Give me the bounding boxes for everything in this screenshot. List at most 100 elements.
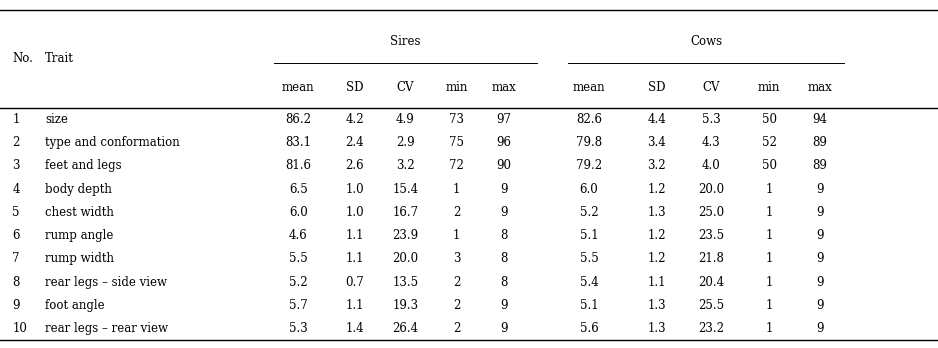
Text: 1: 1 bbox=[765, 276, 773, 289]
Text: 1.4: 1.4 bbox=[345, 322, 364, 335]
Text: 1.3: 1.3 bbox=[647, 206, 666, 219]
Text: 79.2: 79.2 bbox=[576, 159, 602, 173]
Text: 1.2: 1.2 bbox=[647, 229, 666, 242]
Text: 1: 1 bbox=[453, 229, 461, 242]
Text: 5.4: 5.4 bbox=[580, 276, 598, 289]
Text: 9: 9 bbox=[500, 299, 507, 312]
Text: 82.6: 82.6 bbox=[576, 113, 602, 126]
Text: 9: 9 bbox=[500, 183, 507, 196]
Text: 15.4: 15.4 bbox=[392, 183, 418, 196]
Text: 23.2: 23.2 bbox=[698, 322, 724, 335]
Text: 3: 3 bbox=[12, 159, 20, 173]
Text: 2: 2 bbox=[453, 322, 461, 335]
Text: 6: 6 bbox=[12, 229, 20, 242]
Text: 83.1: 83.1 bbox=[285, 136, 311, 149]
Text: 2: 2 bbox=[453, 276, 461, 289]
Text: 25.0: 25.0 bbox=[698, 206, 724, 219]
Text: 1.1: 1.1 bbox=[345, 229, 364, 242]
Text: 9: 9 bbox=[12, 299, 20, 312]
Text: 50: 50 bbox=[762, 113, 777, 126]
Text: 5.2: 5.2 bbox=[289, 276, 308, 289]
Text: 1.1: 1.1 bbox=[345, 299, 364, 312]
Text: 20.0: 20.0 bbox=[698, 183, 724, 196]
Text: foot angle: foot angle bbox=[45, 299, 105, 312]
Text: 9: 9 bbox=[500, 322, 507, 335]
Text: 5: 5 bbox=[12, 206, 20, 219]
Text: 26.4: 26.4 bbox=[392, 322, 418, 335]
Text: min: min bbox=[758, 81, 780, 94]
Text: 5.5: 5.5 bbox=[289, 253, 308, 266]
Text: 1: 1 bbox=[765, 299, 773, 312]
Text: 2: 2 bbox=[453, 206, 461, 219]
Text: 52: 52 bbox=[762, 136, 777, 149]
Text: 1.1: 1.1 bbox=[647, 276, 666, 289]
Text: 8: 8 bbox=[500, 276, 507, 289]
Text: 6.0: 6.0 bbox=[580, 183, 598, 196]
Text: 73: 73 bbox=[449, 113, 464, 126]
Text: 8: 8 bbox=[500, 253, 507, 266]
Text: 50: 50 bbox=[762, 159, 777, 173]
Text: rear legs – side view: rear legs – side view bbox=[45, 276, 167, 289]
Text: 1.1: 1.1 bbox=[345, 253, 364, 266]
Text: 5.2: 5.2 bbox=[580, 206, 598, 219]
Text: SD: SD bbox=[648, 81, 665, 94]
Text: 1.0: 1.0 bbox=[345, 206, 364, 219]
Text: 1: 1 bbox=[765, 253, 773, 266]
Text: 3.2: 3.2 bbox=[396, 159, 415, 173]
Text: type and conformation: type and conformation bbox=[45, 136, 180, 149]
Text: 5.3: 5.3 bbox=[289, 322, 308, 335]
Text: 1.3: 1.3 bbox=[647, 299, 666, 312]
Text: 25.5: 25.5 bbox=[698, 299, 724, 312]
Text: 2: 2 bbox=[453, 299, 461, 312]
Text: 90: 90 bbox=[496, 159, 511, 173]
Text: 20.4: 20.4 bbox=[698, 276, 724, 289]
Text: 4.6: 4.6 bbox=[289, 229, 308, 242]
Text: 1: 1 bbox=[765, 183, 773, 196]
Text: 75: 75 bbox=[449, 136, 464, 149]
Text: 21.8: 21.8 bbox=[698, 253, 724, 266]
Text: No.: No. bbox=[12, 52, 33, 65]
Text: 5.7: 5.7 bbox=[289, 299, 308, 312]
Text: 1: 1 bbox=[765, 206, 773, 219]
Text: 3.4: 3.4 bbox=[647, 136, 666, 149]
Text: 8: 8 bbox=[12, 276, 20, 289]
Text: 4.2: 4.2 bbox=[345, 113, 364, 126]
Text: 96: 96 bbox=[496, 136, 511, 149]
Text: chest width: chest width bbox=[45, 206, 113, 219]
Text: 7: 7 bbox=[12, 253, 20, 266]
Text: 5.6: 5.6 bbox=[580, 322, 598, 335]
Text: 9: 9 bbox=[816, 299, 824, 312]
Text: 79.8: 79.8 bbox=[576, 136, 602, 149]
Text: 8: 8 bbox=[500, 229, 507, 242]
Text: feet and legs: feet and legs bbox=[45, 159, 122, 173]
Text: SD: SD bbox=[346, 81, 363, 94]
Text: min: min bbox=[446, 81, 468, 94]
Text: 86.2: 86.2 bbox=[285, 113, 311, 126]
Text: max: max bbox=[808, 81, 832, 94]
Text: 6.5: 6.5 bbox=[289, 183, 308, 196]
Text: 89: 89 bbox=[812, 159, 827, 173]
Text: rump angle: rump angle bbox=[45, 229, 113, 242]
Text: 4: 4 bbox=[12, 183, 20, 196]
Text: 9: 9 bbox=[816, 322, 824, 335]
Text: 97: 97 bbox=[496, 113, 511, 126]
Text: 9: 9 bbox=[816, 229, 824, 242]
Text: CV: CV bbox=[397, 81, 414, 94]
Text: 4.9: 4.9 bbox=[396, 113, 415, 126]
Text: 1.3: 1.3 bbox=[647, 322, 666, 335]
Text: 16.7: 16.7 bbox=[392, 206, 418, 219]
Text: body depth: body depth bbox=[45, 183, 112, 196]
Text: 4.0: 4.0 bbox=[702, 159, 720, 173]
Text: 20.0: 20.0 bbox=[392, 253, 418, 266]
Text: 1.0: 1.0 bbox=[345, 183, 364, 196]
Text: 72: 72 bbox=[449, 159, 464, 173]
Text: CV: CV bbox=[703, 81, 719, 94]
Text: 9: 9 bbox=[816, 183, 824, 196]
Text: Trait: Trait bbox=[45, 52, 74, 65]
Text: 6.0: 6.0 bbox=[289, 206, 308, 219]
Text: 1.2: 1.2 bbox=[647, 253, 666, 266]
Text: mean: mean bbox=[282, 81, 314, 94]
Text: rump width: rump width bbox=[45, 253, 114, 266]
Text: 9: 9 bbox=[816, 253, 824, 266]
Text: 10: 10 bbox=[12, 322, 27, 335]
